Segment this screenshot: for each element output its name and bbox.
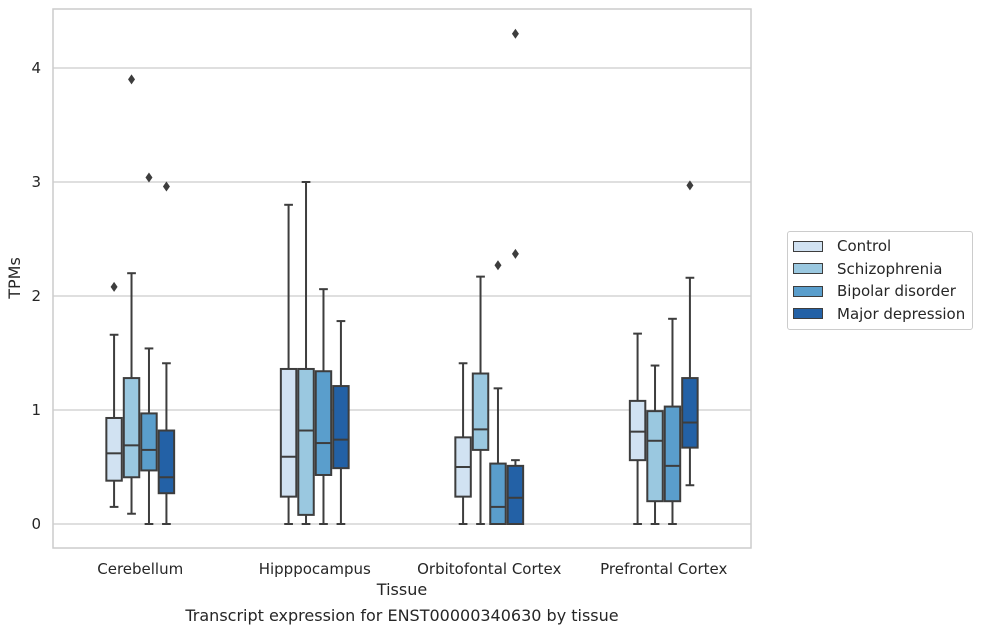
legend-item: Bipolar disorder — [788, 280, 972, 303]
y-tick-label: 0 — [31, 515, 41, 533]
box-schizophrenia — [297, 181, 315, 525]
box-schizophrenia — [471, 275, 490, 525]
y-axis-label: TPMs — [5, 257, 24, 300]
box-iqr — [489, 462, 507, 525]
legend-label: Schizophrenia — [837, 259, 943, 278]
outlier-point — [128, 74, 136, 85]
box-iqr — [332, 385, 350, 470]
plot-frame — [52, 8, 752, 549]
legend-swatch — [793, 240, 823, 252]
outlier-point — [162, 181, 170, 192]
box-bipolar-disorder — [489, 260, 507, 525]
y-tick-label: 4 — [31, 59, 41, 77]
x-axis-label: Tissue — [376, 580, 427, 599]
legend-label: Major depression — [837, 304, 966, 323]
outlier-point — [511, 28, 519, 39]
outlier-point — [145, 172, 153, 183]
boxes — [105, 28, 699, 525]
box-major-depression — [506, 28, 525, 525]
box-iqr — [314, 370, 333, 476]
x-tick-label: Orbitofontal Cortex — [417, 560, 561, 578]
box-iqr — [506, 464, 525, 525]
legend-swatch — [793, 285, 823, 297]
box-control — [454, 362, 472, 525]
box-major-depression — [332, 320, 350, 525]
box-bipolar-disorder — [140, 172, 158, 525]
outlier-point — [686, 180, 694, 191]
box-iqr — [140, 412, 158, 472]
y-tick-label: 3 — [31, 173, 41, 191]
outlier-point — [494, 260, 502, 271]
legend-item: Control — [788, 235, 972, 258]
x-tick-label: Cerebellum — [97, 560, 183, 578]
box-iqr — [663, 405, 682, 503]
box-schizophrenia — [646, 364, 664, 525]
y-tick-label: 2 — [31, 287, 41, 305]
box-iqr — [157, 429, 176, 495]
box-control — [628, 332, 647, 525]
box-iqr — [628, 399, 647, 462]
box-major-depression — [157, 181, 176, 525]
box-major-depression — [681, 180, 699, 487]
box-iqr — [122, 377, 141, 479]
box-control — [105, 281, 123, 508]
outlier-point — [511, 248, 519, 259]
box-iqr — [681, 377, 699, 449]
y-axis-ticks: 0 1 2 3 4 — [31, 59, 41, 533]
x-tick-label: Prefrontal Cortex — [600, 560, 727, 578]
box-schizophrenia — [122, 74, 141, 515]
y-tick-label: 1 — [31, 401, 41, 419]
chart-caption: Transcript expression for ENST0000034063… — [185, 606, 619, 625]
box-control — [279, 203, 298, 525]
legend-label: Control — [837, 237, 892, 256]
box-bipolar-disorder — [663, 317, 682, 525]
box-iqr — [646, 410, 664, 503]
legend-item: Schizophrenia — [788, 258, 972, 281]
box-iqr — [471, 372, 490, 451]
outlier-point — [110, 281, 118, 292]
box-bipolar-disorder — [314, 288, 333, 525]
legend-swatch — [793, 308, 823, 320]
x-axis-ticks: Cerebellum Hipppocampus Orbitofontal Corte… — [97, 560, 727, 578]
box-iqr — [105, 416, 123, 482]
legend-label: Bipolar disorder — [837, 282, 956, 301]
box-iqr — [297, 367, 315, 516]
box-iqr — [279, 367, 298, 498]
legend-item: Major depression — [788, 303, 972, 326]
x-tick-label: Hipppocampus — [259, 560, 371, 578]
legend: Control Schizophrenia Bipolar disorder Majo… — [787, 231, 973, 330]
legend-swatch — [793, 263, 823, 275]
